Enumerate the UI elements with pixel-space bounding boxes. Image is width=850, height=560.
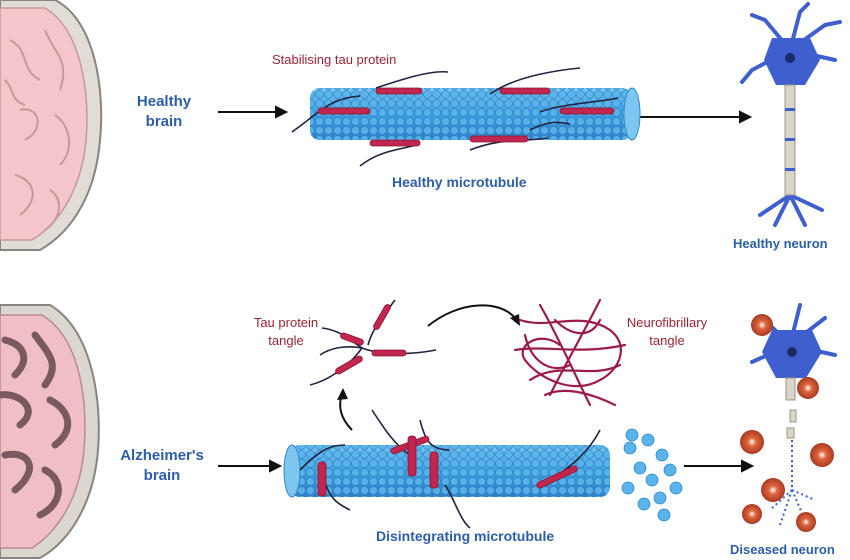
neurofibrillary-tangle-label: Neurofibrillary tangle <box>626 315 708 348</box>
tangle-arrows <box>339 304 516 431</box>
tangle-arrowheads <box>337 314 520 400</box>
tau-protein-tangle <box>309 299 437 386</box>
healthy-arrows <box>218 105 753 124</box>
healthy-neuron <box>740 2 842 227</box>
diseased-neuron-label: Diseased neuron <box>730 542 835 557</box>
healthy-brain-illustration <box>0 0 103 251</box>
healthy-microtubule-label: Healthy microtubule <box>392 174 527 190</box>
healthy-brain-label: Healthy brain <box>136 93 192 130</box>
tau-protein-tangle-label: Tau protein tangle <box>253 315 319 348</box>
amyloid-plaques <box>740 314 834 532</box>
stabilising-tau-protein-label: Stabilising tau protein <box>272 52 397 67</box>
alzheimers-arrows <box>218 459 755 473</box>
alzheimers-brain-label: Alzheimer's brain <box>120 447 204 484</box>
disintegrating-microtubule <box>283 409 683 529</box>
diseased-neuron <box>740 303 837 532</box>
alzheimers-brain-illustration <box>0 304 100 559</box>
healthy-microtubule <box>291 67 641 167</box>
neurofibrillary-tangle <box>513 298 627 407</box>
disintegrating-microtubule-label: Disintegrating microtubule <box>376 528 555 544</box>
healthy-neuron-label: Healthy neuron <box>733 236 828 251</box>
